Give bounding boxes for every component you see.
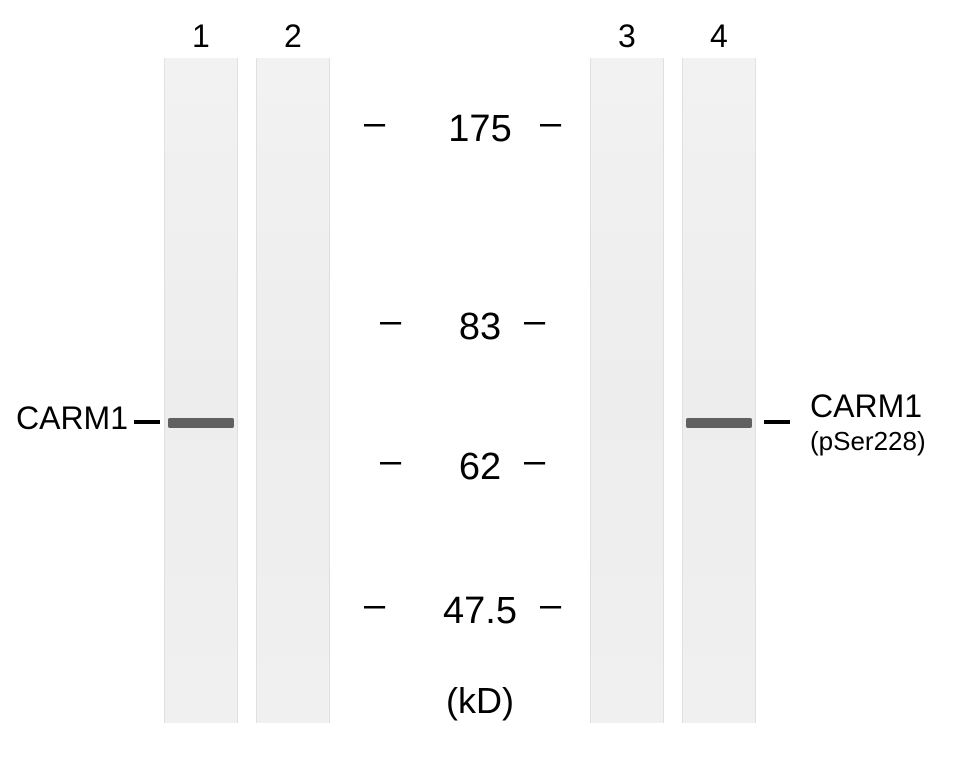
right-protein-sublabel: (pSer228) <box>810 426 926 457</box>
band-lane1 <box>168 418 234 428</box>
marker-dash-right-62: – <box>524 440 545 483</box>
lane-2 <box>256 58 330 723</box>
right-protein-label: CARM1 <box>810 388 922 425</box>
right-indicator-line <box>764 420 790 424</box>
marker-dash-left-175: – <box>364 102 385 145</box>
lane-3 <box>590 58 664 723</box>
unit-label: (kD) <box>400 680 560 722</box>
lane-label-1: 1 <box>192 18 210 55</box>
marker-dash-left-62: – <box>380 440 401 483</box>
lane-label-2: 2 <box>284 18 302 55</box>
lane-1 <box>164 58 238 723</box>
marker-47: 47.5 <box>400 590 560 633</box>
marker-dash-right-83: – <box>524 300 545 343</box>
marker-dash-left-47: – <box>364 584 385 627</box>
lane-4 <box>682 58 756 723</box>
left-indicator-line <box>134 420 160 424</box>
western-blot-figure: 1 2 3 4 – 175 – – 83 – – 62 – – 47.5 – C… <box>0 0 972 762</box>
marker-175: 175 <box>400 108 560 151</box>
lane-label-4: 4 <box>710 18 728 55</box>
lane-label-3: 3 <box>618 18 636 55</box>
left-protein-label: CARM1 <box>4 400 128 437</box>
band-lane4 <box>686 418 752 428</box>
marker-dash-right-175: – <box>540 102 561 145</box>
marker-dash-right-47: – <box>540 584 561 627</box>
marker-dash-left-83: – <box>380 300 401 343</box>
